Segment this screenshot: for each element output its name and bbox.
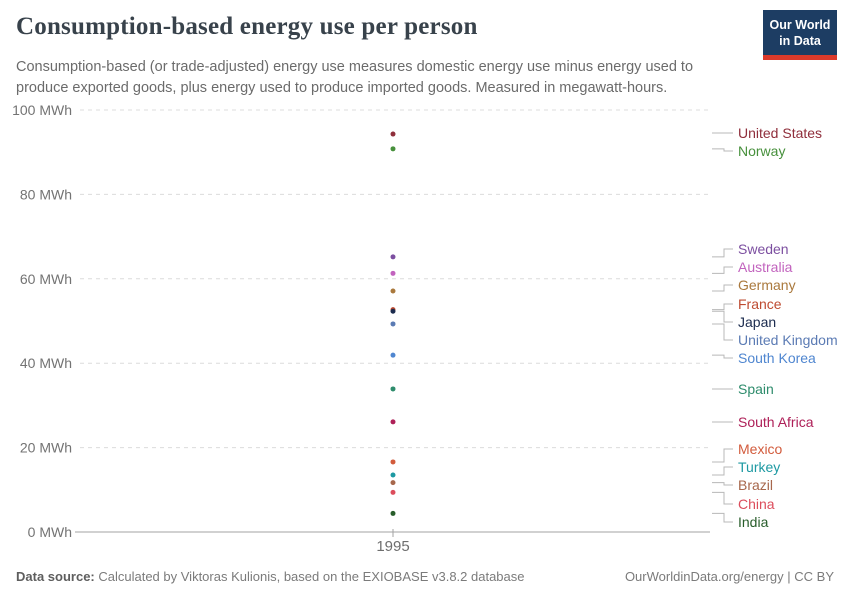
label-leader-mexico <box>712 448 733 463</box>
series-label-turkey[interactable]: Turkey <box>738 459 780 475</box>
label-leader-france <box>712 303 733 311</box>
label-leader-south-korea <box>712 354 733 359</box>
data-point-turkey[interactable] <box>390 472 396 478</box>
data-point-south-korea[interactable] <box>390 352 396 358</box>
data-source-text: Calculated by Viktoras Kulionis, based o… <box>94 569 525 584</box>
label-leader-turkey <box>712 466 733 476</box>
y-tick-label: 0 MWh <box>28 524 72 540</box>
series-label-australia[interactable]: Australia <box>738 259 793 275</box>
y-tick-label: 60 MWh <box>20 271 72 287</box>
owid-logo[interactable]: Our World in Data <box>763 10 837 61</box>
data-point-united-states[interactable] <box>390 131 396 137</box>
series-label-china[interactable]: China <box>738 496 775 512</box>
data-point-mexico[interactable] <box>390 459 396 465</box>
data-point-spain[interactable] <box>390 386 396 392</box>
data-point-united-kingdom[interactable] <box>390 321 396 327</box>
data-source-label: Data source: <box>16 569 95 584</box>
y-tick-label: 40 MWh <box>20 355 72 371</box>
data-point-india[interactable] <box>390 510 396 516</box>
label-leader-japan <box>712 310 733 323</box>
series-label-sweden[interactable]: Sweden <box>738 241 789 257</box>
series-label-spain[interactable]: Spain <box>738 381 774 397</box>
series-label-norway[interactable]: Norway <box>738 143 785 159</box>
label-leader-india <box>712 512 733 523</box>
series-label-mexico[interactable]: Mexico <box>738 441 783 457</box>
series-label-japan[interactable]: Japan <box>738 314 776 330</box>
data-source-note: Data source: Calculated by Viktoras Kuli… <box>16 569 525 584</box>
data-point-sweden[interactable] <box>390 254 396 260</box>
label-leader-germany <box>712 284 733 292</box>
data-point-australia[interactable] <box>390 270 396 276</box>
series-label-germany[interactable]: Germany <box>738 277 796 293</box>
data-point-norway[interactable] <box>390 146 396 152</box>
series-label-south-korea[interactable]: South Korea <box>738 350 816 366</box>
label-leader-sweden <box>712 248 733 258</box>
label-leader-australia <box>712 266 733 274</box>
series-label-south-africa[interactable]: South Africa <box>738 414 814 430</box>
label-leader-norway <box>712 148 733 152</box>
y-tick-label: 20 MWh <box>20 440 72 456</box>
series-label-united-states[interactable]: United States <box>738 125 822 141</box>
label-leader-united-kingdom <box>712 323 733 341</box>
data-point-china[interactable] <box>390 489 396 495</box>
chart-subtitle: Consumption-based (or trade-adjusted) en… <box>16 59 694 97</box>
page-title: Consumption-based energy use per person <box>16 13 478 40</box>
label-leader-china <box>712 491 733 505</box>
owid-logo-line2: in Data <box>779 33 821 48</box>
series-label-united-kingdom[interactable]: United Kingdom <box>738 332 838 348</box>
series-label-france[interactable]: France <box>738 296 782 312</box>
owid-logo-line1: Our World <box>769 18 831 32</box>
series-label-brazil[interactable]: Brazil <box>738 477 773 493</box>
y-tick-label: 80 MWh <box>20 186 72 202</box>
x-tick-label: 1995 <box>376 538 409 555</box>
data-point-japan[interactable] <box>390 308 396 314</box>
data-point-south-africa[interactable] <box>390 419 396 425</box>
data-point-germany[interactable] <box>390 288 396 294</box>
data-point-brazil[interactable] <box>390 480 396 486</box>
label-leader-brazil <box>712 482 733 486</box>
y-tick-label: 100 MWh <box>12 102 72 118</box>
series-label-india[interactable]: India <box>738 514 769 530</box>
credit-link[interactable]: OurWorldinData.org/energy | CC BY <box>624 569 834 584</box>
